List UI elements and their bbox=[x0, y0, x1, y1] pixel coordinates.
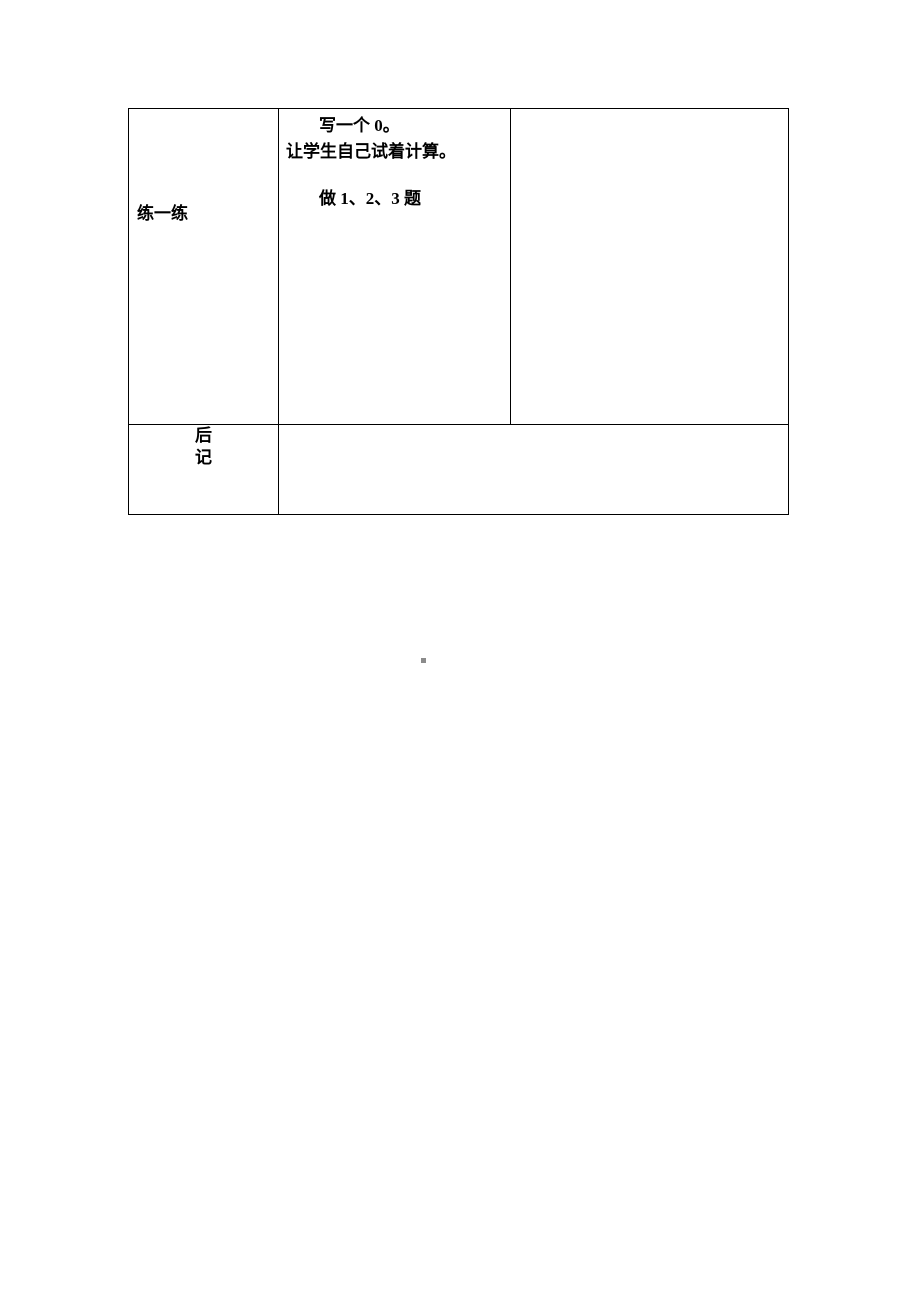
table-row-upper: 练一练 写一个 0。 让学生自己试着计算。 做 1、2、3 题 bbox=[129, 109, 789, 425]
postscript-label-text: 后记 bbox=[195, 425, 212, 469]
activity-line-3: 做 1、2、3 题 bbox=[283, 186, 506, 212]
cell-section-label: 练一练 bbox=[129, 109, 279, 425]
cell-postscript-content bbox=[279, 425, 789, 515]
table-row-lower: 后记 bbox=[129, 425, 789, 515]
lesson-plan-table: 练一练 写一个 0。 让学生自己试着计算。 做 1、2、3 题 后记 bbox=[128, 108, 789, 515]
cell-activity-content: 写一个 0。 让学生自己试着计算。 做 1、2、3 题 bbox=[279, 109, 511, 425]
cell-postscript-label: 后记 bbox=[129, 425, 279, 515]
page-center-marker-icon bbox=[421, 658, 426, 663]
cell-notes-empty bbox=[511, 109, 789, 425]
document-page: 练一练 写一个 0。 让学生自己试着计算。 做 1、2、3 题 后记 bbox=[128, 108, 788, 515]
section-label-text: 练一练 bbox=[129, 109, 278, 224]
activity-line-2: 让学生自己试着计算。 bbox=[283, 139, 506, 165]
activity-line-1: 写一个 0。 bbox=[283, 113, 506, 139]
